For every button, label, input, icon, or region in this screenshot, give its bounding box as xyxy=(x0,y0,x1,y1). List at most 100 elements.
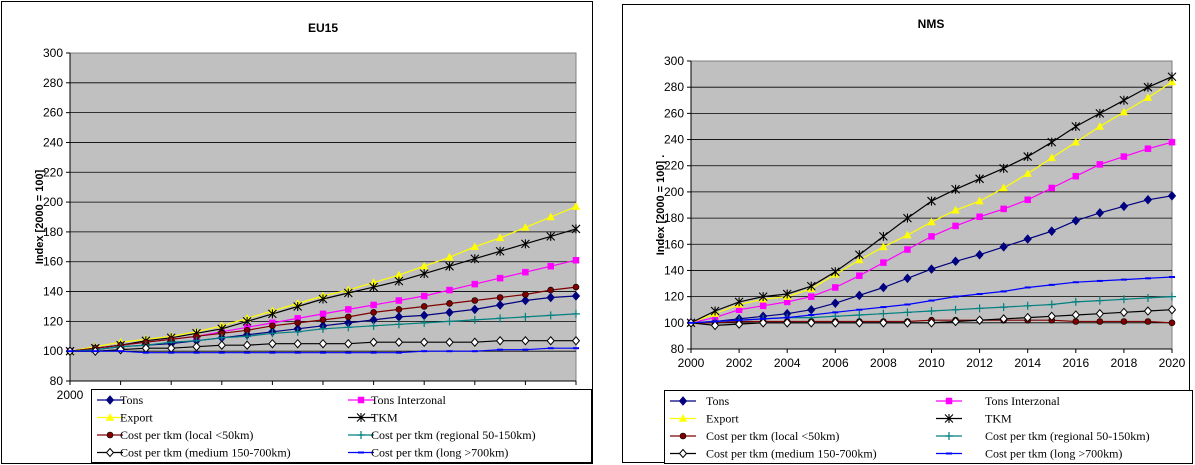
data-point xyxy=(521,312,530,321)
data-point xyxy=(1047,226,1056,236)
data-point xyxy=(1095,108,1105,118)
data-point xyxy=(269,322,276,330)
data-point xyxy=(345,306,352,313)
legend-marker xyxy=(105,447,115,458)
legend-item: TKM xyxy=(348,411,398,425)
data-point xyxy=(903,318,912,328)
legend-item: Cost per tkm (local <50km) xyxy=(97,428,253,442)
data-point xyxy=(521,222,530,231)
legend-label: Cost per tkm (regional 50-150km) xyxy=(371,428,536,442)
legend-marker xyxy=(944,414,954,423)
y-tick-label: 300 xyxy=(664,54,684,68)
data-point xyxy=(470,304,479,315)
data-point xyxy=(394,337,404,347)
data-point xyxy=(879,231,888,241)
data-point xyxy=(927,264,936,274)
data-point xyxy=(572,256,580,264)
data-point xyxy=(783,318,792,328)
legend-item: Tons xyxy=(670,394,729,408)
y-tick-label: 160 xyxy=(664,237,684,251)
data-point xyxy=(808,293,815,300)
data-point xyxy=(521,295,530,306)
data-point xyxy=(572,309,580,318)
data-point xyxy=(318,294,328,304)
data-point xyxy=(831,318,840,328)
data-point xyxy=(268,338,277,349)
data-point xyxy=(855,318,864,328)
legend-label: TKM xyxy=(371,411,398,425)
data-point xyxy=(975,315,984,325)
data-point xyxy=(951,184,960,194)
data-point xyxy=(1168,292,1176,301)
y-tick-label: 180 xyxy=(43,225,63,239)
legend-label: Cost per tkm (local <50km) xyxy=(706,429,839,443)
data-point xyxy=(470,337,479,347)
y-tick-label: 240 xyxy=(43,135,63,149)
data-point xyxy=(999,163,1009,173)
data-point xyxy=(952,222,959,230)
data-point xyxy=(547,262,554,270)
data-point xyxy=(1047,311,1056,322)
data-point xyxy=(344,338,353,349)
data-point xyxy=(445,307,454,318)
series-1 xyxy=(687,138,1176,327)
data-point xyxy=(807,318,816,328)
data-point xyxy=(880,259,887,266)
data-point xyxy=(903,273,912,284)
data-point xyxy=(242,340,252,350)
data-point xyxy=(344,323,353,332)
x-tick-label: 2010 xyxy=(918,356,945,370)
legend-label: Export xyxy=(120,411,153,425)
data-point xyxy=(1096,161,1104,168)
data-point xyxy=(855,290,864,301)
x-tick-label: 2000 xyxy=(57,388,84,402)
series-7 xyxy=(688,276,1175,324)
data-point xyxy=(999,242,1008,252)
data-point xyxy=(293,338,302,349)
y-tick-label: 160 xyxy=(43,255,63,269)
legend-marker xyxy=(678,413,688,422)
data-point xyxy=(268,309,277,319)
data-point xyxy=(927,318,936,328)
data-point xyxy=(879,282,888,293)
legend-marker xyxy=(105,412,115,421)
y-axis-label: Index [2000 = 100] . xyxy=(655,155,667,256)
data-point xyxy=(496,294,504,301)
legend-item: Export xyxy=(97,411,153,425)
data-point xyxy=(927,217,936,226)
data-point xyxy=(903,213,912,223)
chart-nms: 80 100 120 140 160 180 200 220 240 260 280 300 2000 2… xyxy=(622,4,1193,464)
data-point xyxy=(268,329,277,338)
data-point xyxy=(571,291,581,301)
data-point xyxy=(546,212,555,221)
data-point xyxy=(903,308,912,317)
x-tick-label: 2012 xyxy=(966,356,993,370)
data-point xyxy=(1144,145,1152,152)
series-4 xyxy=(66,283,580,355)
y-tick-label: 240 xyxy=(664,133,684,147)
data-point xyxy=(571,202,581,210)
legend-item: Cost per tkm (medium 150-700km) xyxy=(97,446,291,460)
legend-item: Tons Interzonal xyxy=(936,394,1060,408)
data-point xyxy=(1047,153,1056,162)
data-point xyxy=(420,337,429,347)
data-point xyxy=(1120,318,1128,325)
data-point xyxy=(471,280,479,288)
data-point xyxy=(495,300,505,310)
legend-item: Cost per tkm (medium 150-700km) xyxy=(670,447,877,461)
data-point xyxy=(1120,153,1128,160)
data-point xyxy=(1023,312,1032,323)
data-point xyxy=(1167,72,1177,82)
data-point xyxy=(571,335,581,346)
data-point xyxy=(318,338,328,349)
y-tick-label: 80 xyxy=(671,342,685,356)
data-point xyxy=(1168,138,1176,146)
data-point xyxy=(1119,95,1129,105)
data-point xyxy=(546,335,555,346)
y-tick-label: 220 xyxy=(664,159,684,173)
data-point xyxy=(496,314,505,323)
data-point xyxy=(1167,304,1177,315)
data-point xyxy=(1047,300,1056,309)
data-point xyxy=(1047,137,1057,147)
data-point xyxy=(293,301,303,311)
